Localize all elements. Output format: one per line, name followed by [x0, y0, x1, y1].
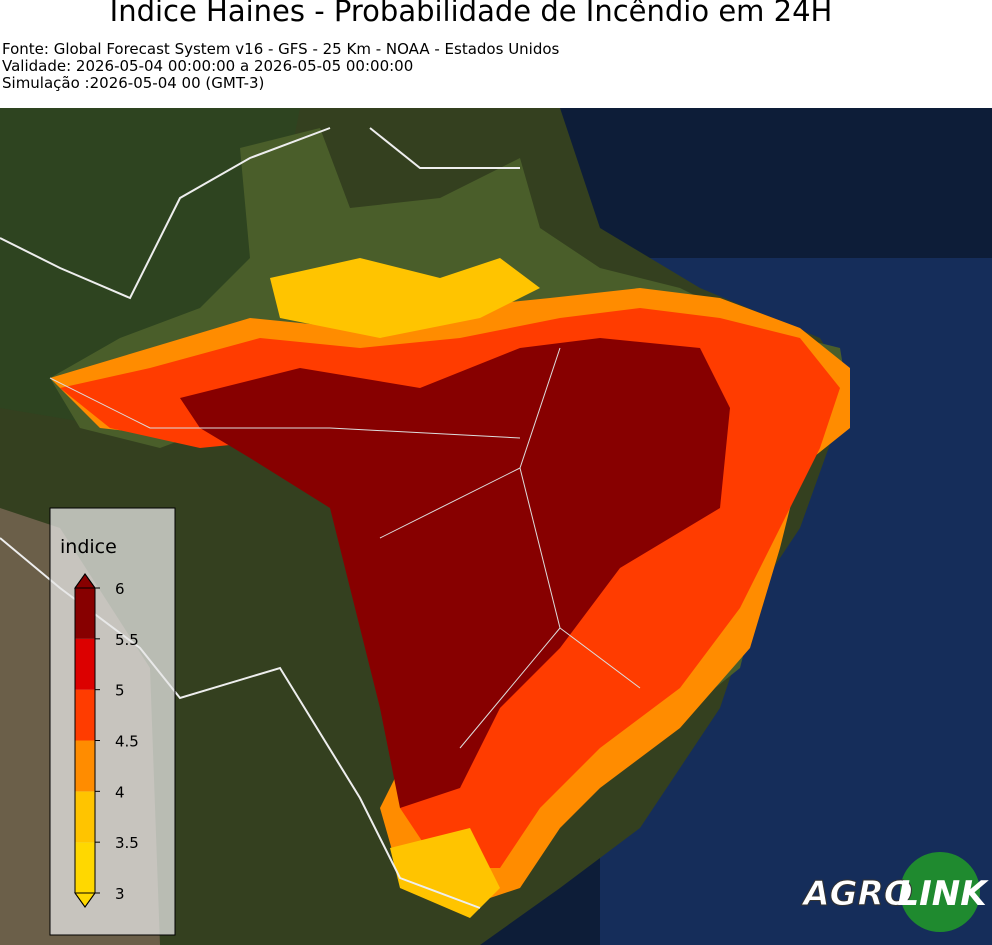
forest [0, 108, 300, 428]
validity-line: Validade: 2026-05-04 00:00:00 a 2026-05-… [2, 57, 414, 75]
colorbar-tick-label: 4.5 [115, 733, 139, 751]
colorbar-band [75, 638, 95, 690]
colorbar-band [75, 588, 95, 639]
colorbar-tick-label: 5 [115, 682, 125, 700]
colorbar-tick-label: 4 [115, 783, 125, 801]
map: indice 3 3.5 4 4.5 5 5.5 6 [0, 108, 992, 945]
colorbar-band [75, 689, 95, 741]
colorbar-tick-label: 5.5 [115, 631, 139, 649]
simulation-line: Simulação :2026-05-04 00 (GMT-3) [2, 74, 265, 92]
risk-darkred [180, 338, 730, 808]
colorbar-band [75, 791, 95, 843]
title-wrap: Indice Haines - Probabilidade de Incêndi… [0, 0, 992, 28]
colorbar-band [75, 740, 95, 792]
title: Indice Haines - Probabilidade de Incêndi… [109, 0, 833, 28]
risk-yellow [390, 828, 500, 918]
colorbar-tick-label: 6 [115, 580, 125, 598]
colorbar-tick-label: 3.5 [115, 834, 139, 852]
source-line: Fonte: Global Forecast System v16 - GFS … [2, 40, 560, 58]
legend-box [49, 507, 176, 936]
header: Indice Haines - Probabilidade de Incêndi… [0, 0, 992, 108]
colorbar-band [75, 842, 95, 893]
legend-title: indice [60, 536, 117, 558]
risk-yellow-north [270, 258, 540, 338]
colorbar-tick-label: 3 [115, 885, 125, 903]
